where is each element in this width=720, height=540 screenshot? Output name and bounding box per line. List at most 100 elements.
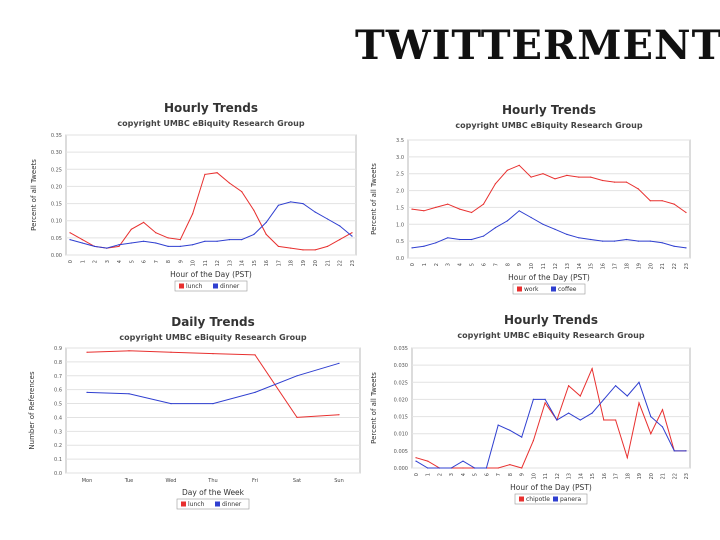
chart-svg: Daily Trends copyright UMBC eBiquity Rese… [28, 315, 361, 510]
x-tick-label: 8 [508, 473, 514, 476]
chart-subtitle: copyright UMBC eBiquity Research Group [455, 121, 642, 130]
legend-label-lunch: lunch [188, 501, 205, 508]
x-tick-label: 21 [661, 473, 667, 479]
legend-swatch-coffee [551, 286, 556, 292]
x-tick-label: 16 [264, 260, 270, 266]
x-tick-label: 22 [672, 473, 678, 479]
y-tick-label: 0.05 [51, 236, 62, 242]
series-line-work [411, 164, 687, 214]
data-point-panera [661, 426, 664, 428]
data-point-work [423, 210, 425, 212]
data-point-chipotle [521, 467, 523, 469]
data-point-work [471, 211, 473, 214]
chart-subtitle: copyright UMBC eBiquity Research Group [457, 331, 644, 340]
data-point-coffee [566, 233, 568, 235]
x-tick-label: Wed [166, 478, 177, 484]
data-point-work [554, 178, 556, 180]
data-point-dinner [128, 393, 130, 395]
y-tick-label: 0.015 [394, 415, 408, 421]
data-point-lunch [69, 232, 71, 234]
x-tick-label: 1 [422, 263, 428, 266]
x-tick-label: 7 [496, 473, 502, 476]
data-point-panera [544, 398, 546, 400]
y-tick-label: 3.0 [396, 155, 404, 161]
chart-subtitle: copyright UMBC eBiquity Research Group [117, 119, 304, 128]
data-point-coffee [554, 228, 556, 230]
plot-area [65, 134, 357, 256]
legend-label-lunch: lunch [186, 283, 203, 290]
x-tick-label: 3 [446, 263, 452, 266]
x-tick-label: 5 [129, 260, 135, 263]
y-tick-label: 0.025 [394, 380, 408, 386]
series-line-panera [415, 381, 686, 469]
chart-svg: Hourly Trends copyright UMBC eBiquity Res… [370, 313, 691, 505]
y-tick-label: 0.30 [51, 150, 62, 156]
legend-swatch-chipotle [519, 496, 524, 502]
x-tick-label: 20 [648, 263, 654, 269]
y-tick-label: 0.0 [54, 471, 62, 477]
data-point-panera [427, 467, 429, 469]
data-point-lunch [228, 182, 230, 184]
y-tick-label: 0.10 [51, 219, 62, 225]
data-point-lunch [302, 249, 304, 251]
data-point-dinner [69, 239, 71, 241]
data-point-chipotle [544, 402, 546, 404]
x-tick-label: 17 [613, 263, 619, 269]
data-point-work [494, 183, 496, 185]
data-point-lunch [179, 239, 181, 241]
data-point-dinner [326, 218, 329, 220]
y-axis-label: Percent of all Tweets [370, 163, 378, 235]
data-point-panera [603, 398, 605, 400]
x-tick-label: Sun [334, 478, 344, 484]
data-point-panera [415, 460, 417, 462]
data-point-lunch [143, 221, 145, 223]
data-point-panera [474, 467, 476, 469]
chart-hourly-chipotle-panera: Hourly Trends copyright UMBC eBiquity Res… [368, 312, 700, 514]
x-tick-label: Thu [207, 478, 217, 484]
data-point-work [411, 208, 413, 210]
data-point-lunch [326, 245, 329, 247]
x-tick-label: 1 [426, 473, 432, 476]
x-axis-label: Hour of the Day (PST) [510, 483, 592, 492]
data-point-dinner [241, 239, 243, 241]
data-point-dinner [216, 240, 218, 242]
x-tick-label: 9 [520, 473, 526, 476]
data-point-panera [638, 381, 640, 383]
data-point-dinner [106, 247, 108, 249]
data-point-work [637, 188, 639, 190]
y-tick-label: 0.030 [394, 363, 408, 369]
x-tick-label: 4 [461, 473, 467, 476]
data-point-chipotle [532, 440, 534, 442]
data-point-coffee [506, 220, 508, 222]
data-point-coffee [625, 238, 627, 241]
data-point-chipotle [497, 467, 499, 469]
data-point-panera [673, 450, 675, 452]
x-tick-label: 6 [484, 473, 490, 476]
data-point-lunch [81, 239, 83, 241]
data-point-coffee [471, 238, 473, 241]
x-tick-label: 19 [301, 260, 307, 266]
x-tick-label: 18 [289, 260, 295, 266]
data-point-lunch [277, 245, 279, 247]
data-point-coffee [613, 240, 616, 242]
x-tick-label: Fri [252, 478, 258, 484]
data-point-dinner [339, 225, 341, 227]
data-point-dinner [118, 244, 120, 246]
data-point-lunch [290, 247, 292, 249]
y-tick-label: 1.5 [396, 205, 404, 211]
data-point-chipotle [603, 419, 605, 421]
data-point-lunch [339, 239, 341, 241]
data-point-work [602, 179, 604, 182]
data-point-coffee [518, 210, 520, 212]
x-tick-label: 12 [215, 260, 221, 266]
y-tick-label: 0.7 [54, 374, 62, 380]
x-tick-label: 3 [449, 473, 455, 476]
legend-swatch-lunch [179, 283, 184, 289]
x-tick-label: 23 [684, 473, 690, 479]
x-tick-label: 6 [481, 263, 487, 266]
data-point-chipotle [626, 457, 628, 459]
data-point-lunch [253, 209, 255, 211]
data-point-work [530, 176, 532, 178]
data-point-coffee [459, 238, 461, 241]
data-point-coffee [423, 245, 425, 247]
